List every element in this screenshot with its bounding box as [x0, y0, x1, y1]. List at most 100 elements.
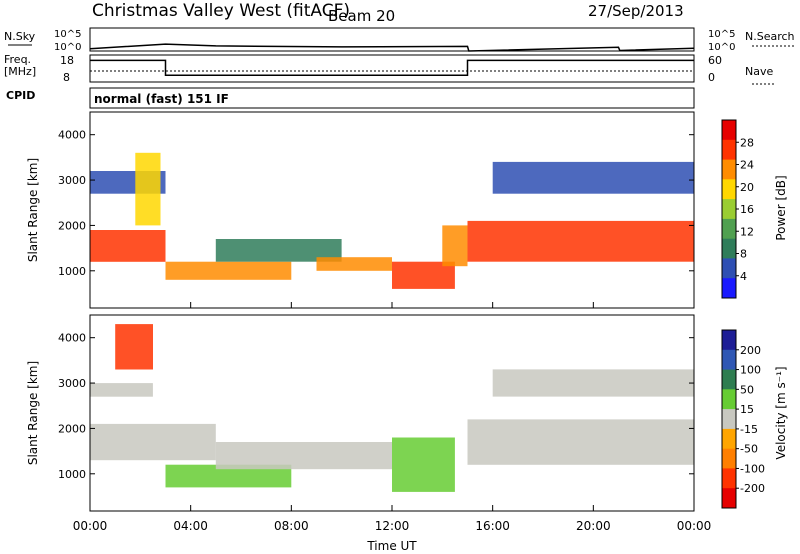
x-tick-label-2: 08:00	[274, 519, 309, 533]
vel-bar-swatch-8	[722, 488, 736, 509]
noise-left-label: N.Sky	[4, 30, 36, 43]
power-heatmap-cells	[90, 152, 694, 289]
noise-right-tick-top: 10^5	[708, 29, 735, 40]
freq-tick-top: 18	[60, 54, 74, 67]
freq-label-line2: [MHz]	[4, 65, 36, 78]
vel-bar-tick-label-5: -50	[740, 443, 758, 456]
power-bar-tick-label-5: 8	[740, 248, 747, 261]
noise-left-tick-bottom: 10^0	[54, 42, 81, 53]
velocity-cell-4	[215, 442, 392, 470]
x-tick-label-1: 04:00	[173, 519, 208, 533]
noise-panel: N.Sky 10^5 10^0 10^5 10^0 N.Search	[4, 27, 796, 53]
power-ytick-label-0: 4000	[58, 129, 86, 142]
vel-bar-tick-label-2: 50	[740, 383, 754, 396]
vel-bar-tick-label-7: -200	[740, 482, 765, 495]
power-bar-swatch-5	[722, 218, 736, 240]
x-axis-ticks: 00:00 04:00 08:00 12:00 16:00 20:00 00:00	[73, 302, 712, 533]
power-cell-4	[215, 239, 342, 262]
velocity-cell-5	[392, 437, 455, 492]
velocity-colorbar: 200 100 50 15 -15 -50 -100 -200	[721, 329, 765, 509]
noise-right-label: N.Search	[745, 30, 795, 43]
velocity-cell-6	[467, 419, 694, 465]
x-tick-label-4: 16:00	[475, 519, 510, 533]
power-cell-7	[442, 225, 468, 267]
power-bar-tick-label-6: 4	[740, 270, 747, 283]
power-bar-swatch-6	[722, 238, 736, 259]
power-colorbar: 28 24 20 16 12 8 4	[721, 119, 754, 299]
power-y-axis-label: Slant Range [km]	[26, 158, 40, 262]
power-cell-2	[135, 152, 161, 226]
vel-bar-swatch-7	[722, 468, 736, 489]
freq-tick-bottom: 8	[63, 71, 70, 84]
velocity-ytick-label-1: 3000	[58, 377, 86, 390]
nave-label: Nave	[745, 65, 773, 78]
velocity-cell-7	[492, 369, 694, 397]
power-bar-swatch-3	[722, 179, 736, 200]
power-colorbar-label: Power [dB]	[774, 175, 788, 240]
velocity-cell-0	[90, 423, 216, 461]
velocity-colorbar-label: Velocity [m s⁻¹]	[774, 366, 788, 459]
cpid-label: CPID	[6, 89, 35, 102]
velocity-cell-3	[165, 464, 292, 488]
noise-panel-frame	[89, 27, 695, 52]
velocity-ytick-label-0: 4000	[58, 332, 86, 345]
x-tick-label-0: 00:00	[73, 519, 108, 533]
power-cell-5	[316, 257, 392, 271]
vel-bar-swatch-2	[722, 369, 736, 390]
vel-bar-tick-label-4: -15	[740, 423, 758, 436]
power-bar-swatch-7	[722, 258, 736, 279]
vel-bar-swatch-5	[722, 428, 736, 450]
vel-bar-tick-label-0: 200	[740, 344, 761, 357]
power-panel: 4000 3000 2000 1000 Slant Range [km] 28 24 20…	[26, 111, 788, 309]
power-bar-swatch-2	[722, 159, 736, 180]
nave-tick-top: 60	[708, 54, 722, 67]
power-bar-swatch-1	[722, 139, 736, 161]
power-y-ticks: 4000 3000 2000 1000	[58, 129, 694, 278]
velocity-panel: 4000 3000 2000 1000 Slant Range [km] 200 100…	[26, 314, 788, 512]
cpid-frame	[89, 87, 695, 109]
vel-bar-tick-label-3: 15	[740, 403, 754, 416]
power-cell-6	[392, 261, 455, 289]
date-label: 27/Sep/2013	[588, 2, 684, 20]
x-tick-label-3: 12:00	[375, 519, 410, 533]
power-bar-swatch-4	[722, 199, 736, 220]
velocity-ytick-label-3: 1000	[58, 468, 86, 481]
vel-bar-swatch-1	[722, 349, 736, 371]
beam-label: Beam 20	[328, 7, 395, 25]
power-cell-9	[492, 161, 694, 194]
power-bar-tick-label-2: 20	[740, 181, 754, 194]
vel-bar-swatch-6	[722, 448, 736, 469]
cpid-value: normal (fast) 151 IF	[94, 92, 229, 106]
freq-panel-frame	[89, 54, 695, 83]
frequency-panel: Freq. [MHz] 18 8 60 0 Nave	[4, 53, 774, 85]
nave-tick-bottom: 0	[708, 71, 715, 84]
vel-bar-tick-label-6: -100	[740, 462, 765, 475]
noise-right-tick-bottom: 10^0	[708, 42, 735, 53]
x-tick-label-6: 00:00	[677, 519, 712, 533]
station-title: Christmas Valley West (fitACF)	[92, 1, 350, 21]
power-bar-swatch-0	[722, 120, 736, 141]
vel-bar-swatch-4	[722, 409, 736, 430]
velocity-heatmap-cells	[90, 324, 694, 492]
x-axis-label: Time UT	[366, 539, 417, 553]
vel-bar-tick-label-1: 100	[740, 364, 761, 377]
power-bar-tick-label-4: 12	[740, 225, 754, 238]
vel-bar-frame	[721, 329, 737, 509]
vel-bar-swatch-0	[722, 330, 736, 351]
velocity-ytick-label-2: 2000	[58, 422, 86, 435]
velocity-y-axis-label: Slant Range [km]	[26, 361, 40, 465]
power-cell-3	[165, 261, 292, 280]
velocity-y-ticks: 4000 3000 2000 1000	[58, 332, 694, 481]
power-bar-swatch-8	[722, 278, 736, 299]
noise-series-line	[89, 43, 695, 52]
noise-left-tick-top: 10^5	[54, 29, 81, 40]
power-ytick-label-1: 3000	[58, 174, 86, 187]
freq-series-line	[90, 59, 694, 77]
power-ytick-label-2: 2000	[58, 219, 86, 232]
power-bar-tick-label-1: 24	[740, 159, 754, 172]
power-ytick-label-3: 1000	[58, 265, 86, 278]
vel-bar-swatch-3	[722, 389, 736, 410]
power-cell-0	[90, 230, 166, 262]
power-bar-tick-label-0: 28	[740, 136, 754, 149]
